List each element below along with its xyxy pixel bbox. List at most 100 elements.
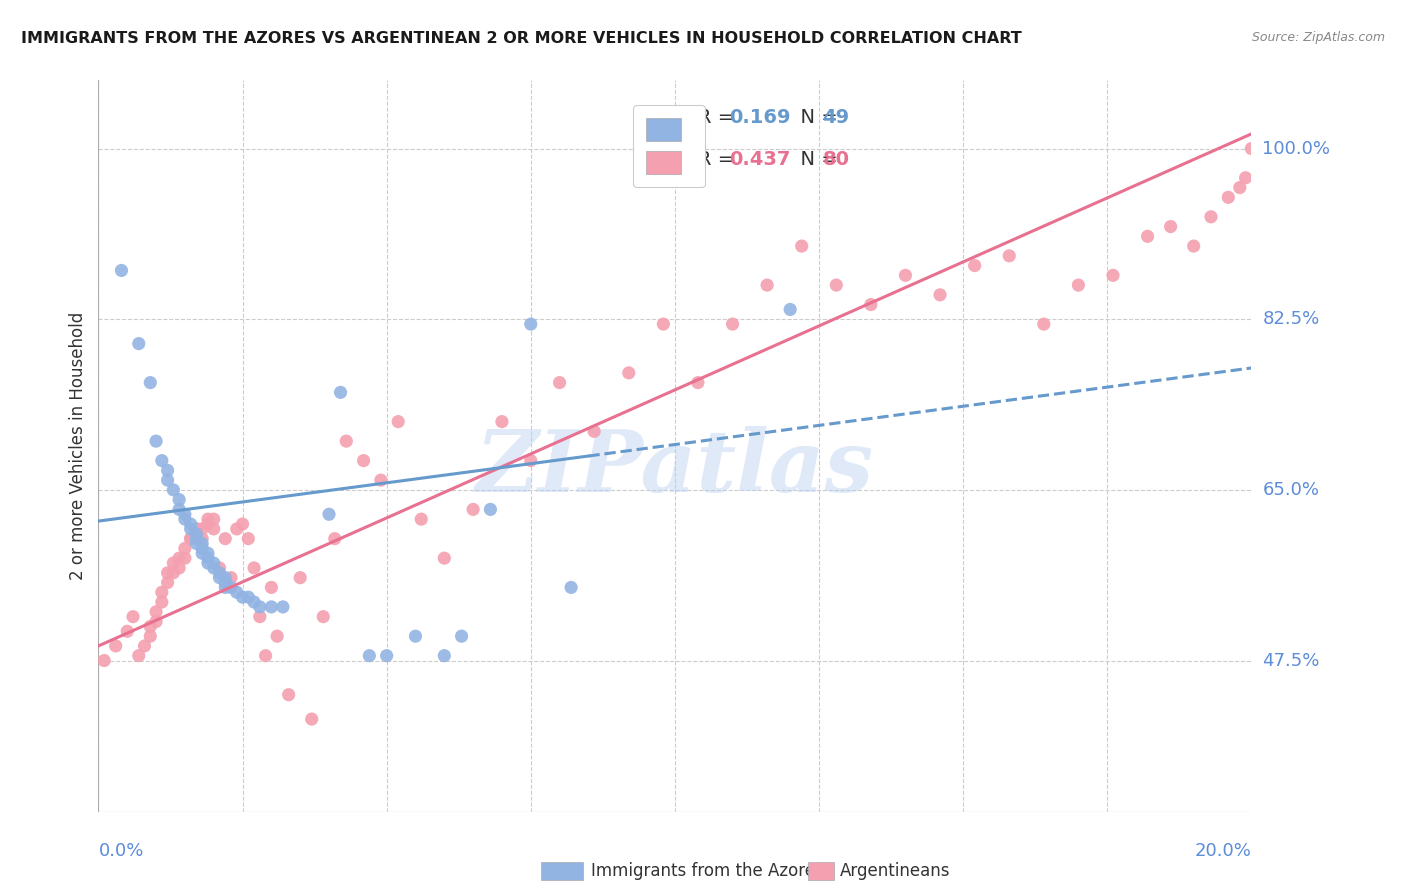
Text: 0.169: 0.169 [730, 108, 790, 127]
Point [139, 376, 162, 390]
Text: Immigrants from the Azores: Immigrants from the Azores [591, 862, 824, 880]
Y-axis label: 2 or more Vehicles in Household: 2 or more Vehicles in Household [69, 312, 87, 580]
Point [548, 376, 571, 390]
Point [312, 609, 335, 624]
Point [174, 551, 197, 566]
Point [134, 639, 156, 653]
Point [191, 522, 214, 536]
Point [219, 571, 242, 585]
Point [353, 453, 375, 467]
Point [433, 551, 456, 566]
Text: 20.0%: 20.0% [1195, 842, 1251, 860]
Point [186, 536, 208, 550]
Text: R =: R = [697, 150, 741, 169]
Point [167, 492, 190, 507]
Point [1240, 142, 1263, 156]
Point [167, 551, 190, 566]
Point [560, 581, 582, 595]
Point [191, 532, 214, 546]
Point [214, 575, 236, 590]
Point [180, 522, 202, 536]
Point [139, 629, 162, 643]
Point [756, 278, 779, 293]
Point [520, 317, 543, 331]
Legend: , : , [633, 104, 704, 187]
Point [162, 483, 184, 497]
Point [461, 502, 484, 516]
Point [617, 366, 640, 380]
Text: 65.0%: 65.0% [1263, 481, 1319, 499]
Point [180, 516, 202, 531]
Point [329, 385, 352, 400]
Point [150, 585, 173, 599]
Text: 100.0%: 100.0% [1263, 139, 1330, 158]
Point [433, 648, 456, 663]
Text: 0.437: 0.437 [730, 150, 790, 169]
Point [191, 546, 214, 560]
Text: Source: ZipAtlas.com: Source: ZipAtlas.com [1251, 31, 1385, 45]
Point [825, 278, 848, 293]
Point [197, 546, 219, 560]
Text: 82.5%: 82.5% [1263, 310, 1320, 328]
Point [359, 648, 381, 663]
Text: Argentineans: Argentineans [839, 862, 950, 880]
Point [479, 502, 502, 516]
Point [191, 536, 214, 550]
Point [790, 239, 813, 253]
Point [202, 522, 225, 536]
Point [243, 595, 266, 609]
Point [249, 609, 271, 624]
Point [450, 629, 472, 643]
Point [238, 590, 260, 604]
Point [375, 648, 398, 663]
Point [174, 512, 197, 526]
Point [1160, 219, 1182, 234]
Point [202, 561, 225, 575]
Point [652, 317, 675, 331]
Point [167, 561, 190, 575]
Point [156, 566, 179, 580]
Point [214, 532, 236, 546]
Point [145, 615, 167, 629]
Point [225, 585, 247, 599]
Point [1032, 317, 1054, 331]
Point [929, 288, 952, 302]
Point [197, 551, 219, 566]
Point [779, 302, 801, 317]
Point [323, 532, 346, 546]
Point [174, 541, 197, 556]
Point [174, 508, 197, 522]
Point [238, 532, 260, 546]
Point [1218, 190, 1240, 204]
Text: N =: N = [787, 150, 844, 169]
Point [1182, 239, 1205, 253]
Point [1199, 210, 1222, 224]
Point [162, 566, 184, 580]
Point [491, 415, 513, 429]
Point [583, 425, 606, 439]
Point [197, 512, 219, 526]
Text: N =: N = [787, 108, 844, 127]
Point [1234, 170, 1257, 185]
Point [104, 639, 127, 653]
Point [254, 648, 277, 663]
Point [411, 512, 433, 526]
Text: 0.0%: 0.0% [98, 842, 143, 860]
Point [180, 532, 202, 546]
Point [93, 654, 115, 668]
Point [186, 526, 208, 541]
Point [1136, 229, 1159, 244]
Point [167, 502, 190, 516]
Point [260, 599, 283, 614]
Point [186, 522, 208, 536]
Point [202, 512, 225, 526]
Point [208, 561, 231, 575]
Point [110, 263, 132, 277]
Point [277, 688, 299, 702]
Point [1102, 268, 1125, 283]
Point [405, 629, 427, 643]
Point [271, 599, 294, 614]
Point [156, 463, 179, 477]
Point [335, 434, 357, 449]
Point [202, 556, 225, 570]
